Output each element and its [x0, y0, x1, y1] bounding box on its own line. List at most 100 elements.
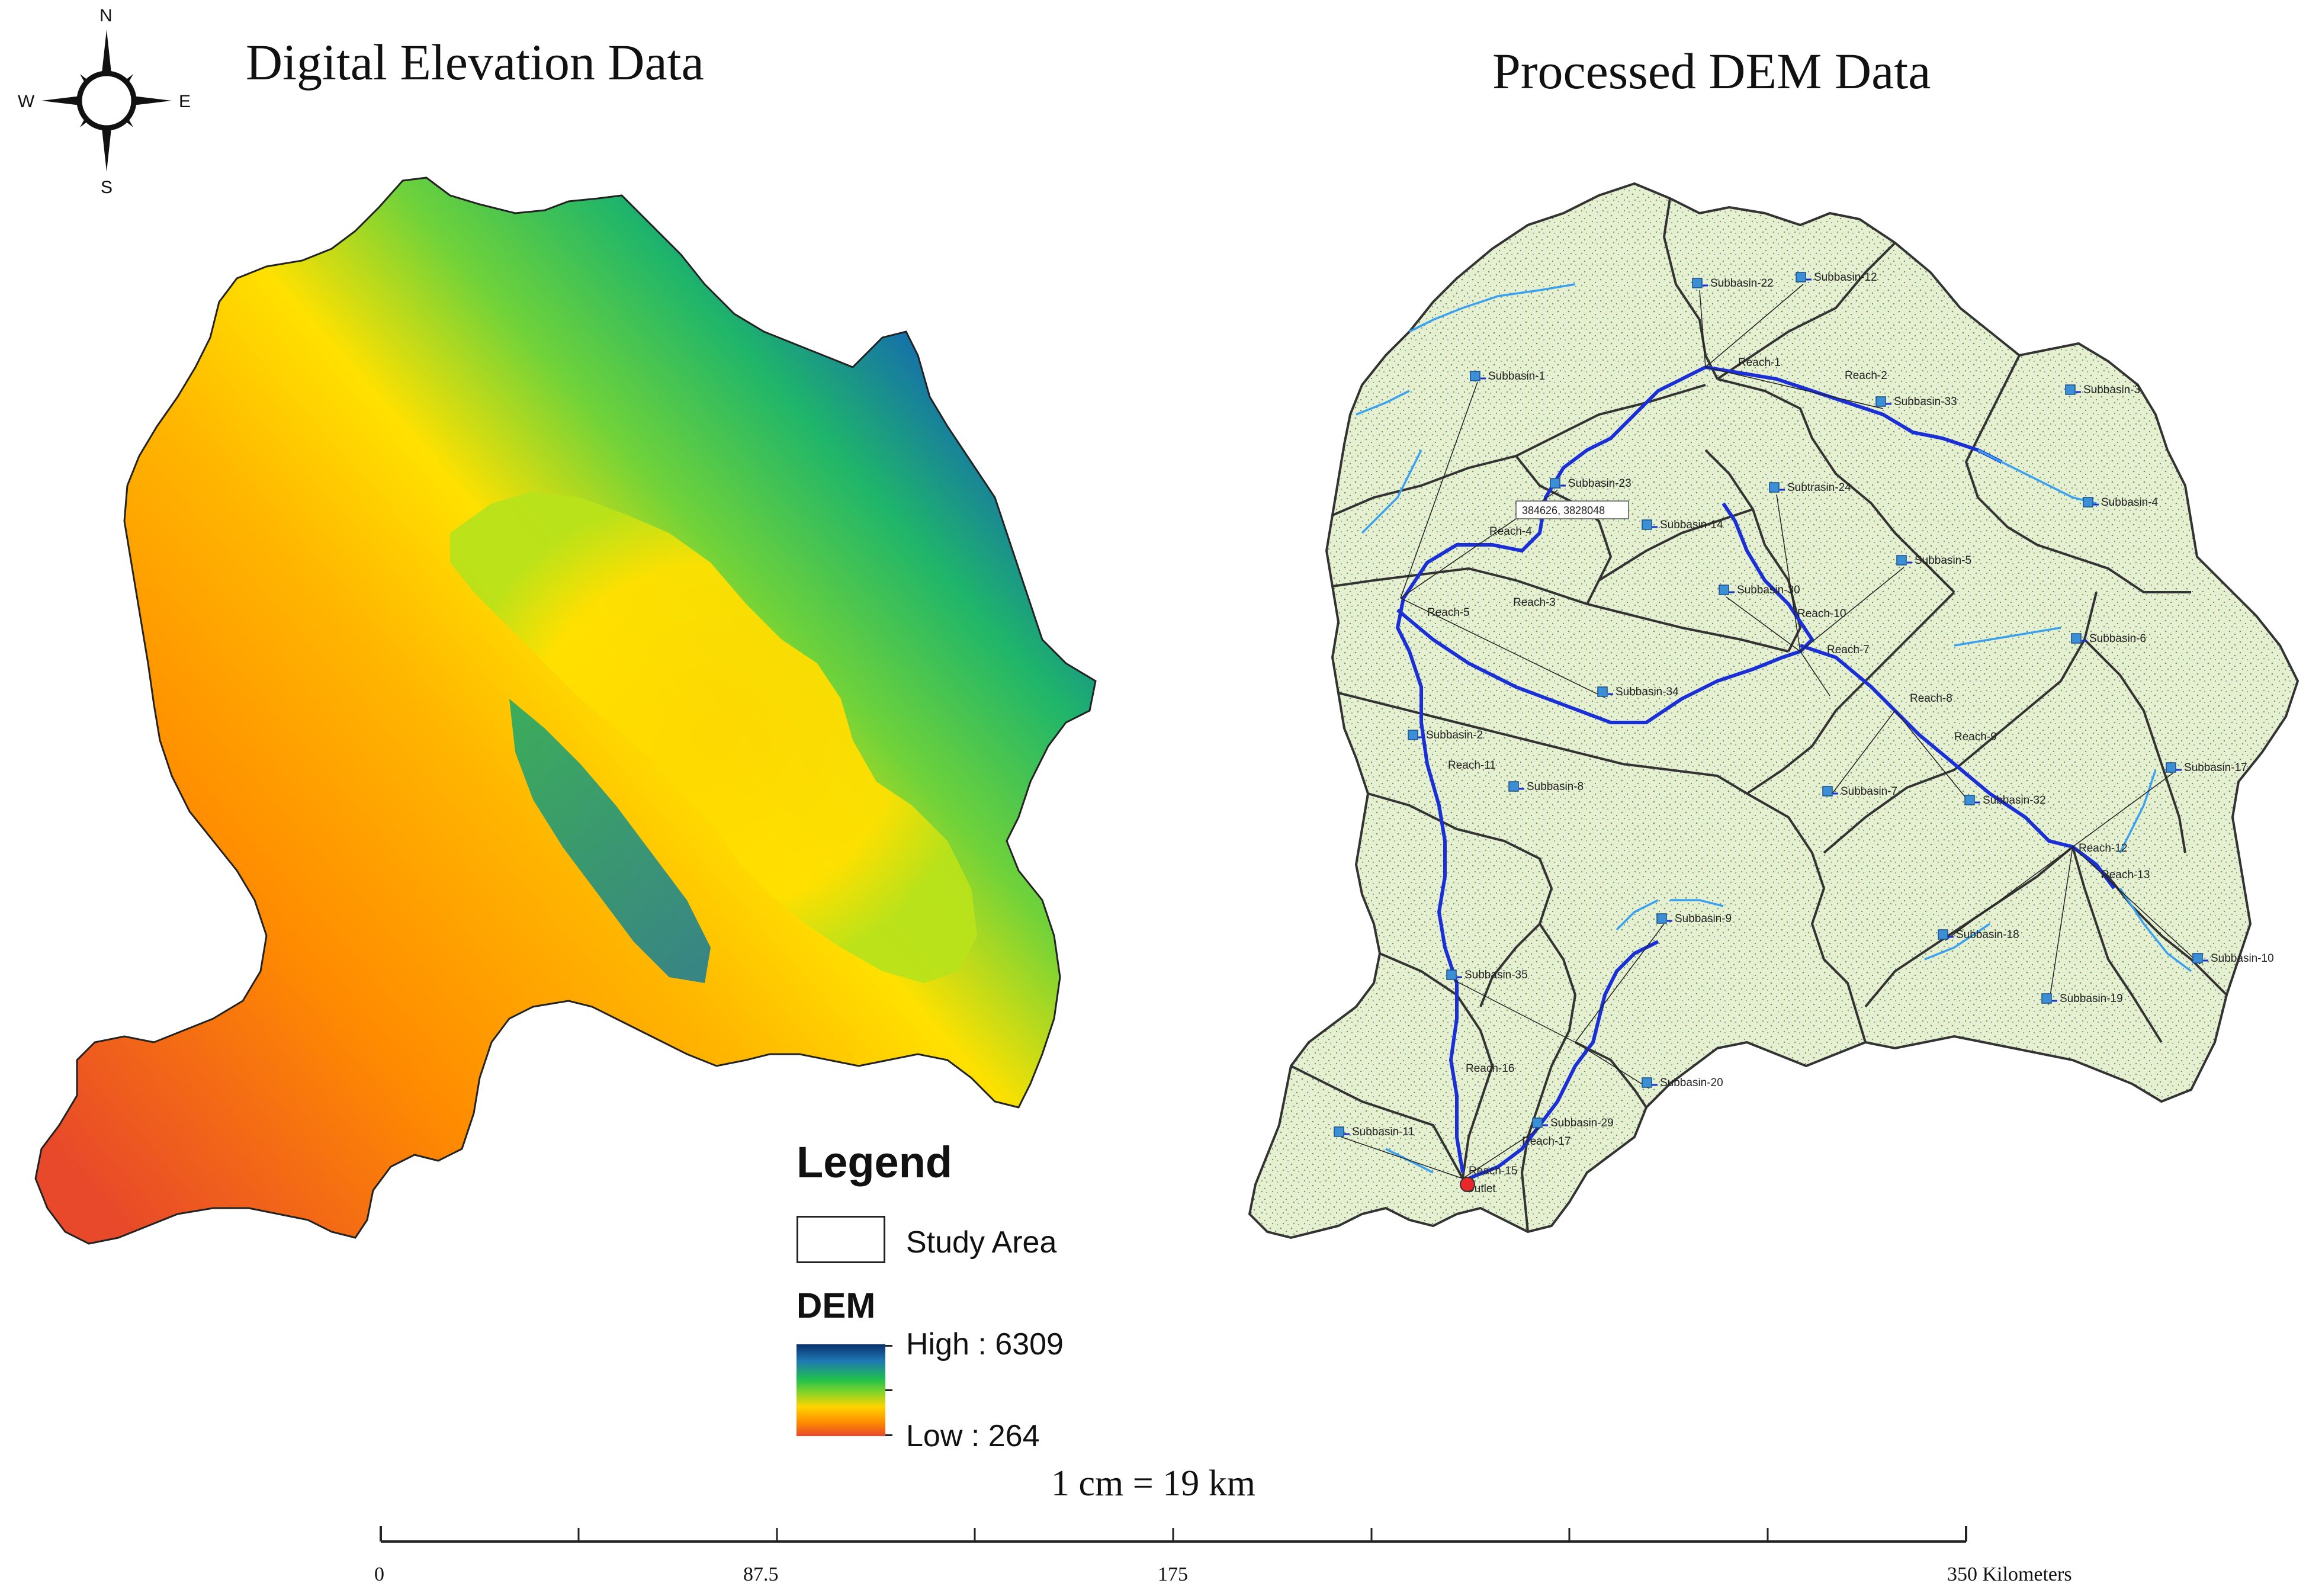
subbasin-marker: Subbasin-11: [1334, 1126, 1414, 1138]
reach-label: Reach-10: [1797, 608, 1846, 620]
reach-label: Reach-8: [1910, 692, 1952, 705]
subbasin-label: Subbasin-5: [1915, 554, 1971, 567]
reach-label: Reach-9: [1954, 731, 1997, 743]
subbasin-label: Subbasin-23: [1568, 477, 1631, 490]
subbasin-label: Subtrasin-24: [1787, 481, 1851, 494]
subbasin-marker: Subbasin-7: [1822, 785, 1897, 798]
subbasin-label: Subbasin-11: [1352, 1126, 1414, 1138]
reach-label: Reach-15: [1469, 1165, 1517, 1177]
subbasin-label: Subbasin-22: [1710, 277, 1774, 290]
subbasin-marker: Subbasin-4: [2083, 496, 2159, 509]
scale-ratio: 1 cm = 19 km: [1051, 1463, 1255, 1504]
subbasin-label: Subbasin-17: [2184, 762, 2247, 774]
subbasin-icon: [1822, 786, 1833, 797]
subbasin-icon: [1408, 730, 1418, 740]
subbasin-icon: [1896, 555, 1907, 566]
compass-west: W: [18, 92, 35, 111]
river-reach-middle: [1396, 502, 1814, 724]
reach-label: Reach-1: [1738, 357, 1781, 369]
subbasin-icon: [2041, 993, 2052, 1004]
reach-label: Reach-12: [2079, 842, 2127, 855]
right-map-title: Processed DEM Data: [1492, 43, 1931, 99]
scale-tick-175: 175: [1158, 1563, 1188, 1585]
ramp-tick-high: [885, 1345, 892, 1347]
subbasin-icon: [1334, 1126, 1344, 1137]
subbasin-icon: [2065, 384, 2076, 395]
scale-tick-87-5: 87.5: [743, 1563, 779, 1585]
dem-map: [34, 176, 1097, 1245]
subbasin-icon: [1470, 371, 1480, 381]
subbasin-icon: [2083, 497, 2093, 508]
subbasin-marker: Subbasin-34: [1597, 686, 1679, 698]
subbasin-icon: [1964, 795, 1975, 805]
subbasin-label: Subbasin-6: [2089, 632, 2146, 645]
subbasin-label: Subbasin-9: [1675, 913, 1732, 925]
subbasin-marker: Subbasin-29: [1532, 1117, 1614, 1129]
subbasin-label: Subbasin-14: [1660, 519, 1723, 531]
subbasin-icon: [1769, 482, 1780, 493]
subbasin-marker: Subbasin-8: [1508, 781, 1584, 793]
subbasin-icon: [2192, 953, 2203, 964]
subbasin-icon: [2071, 633, 2082, 644]
subbasin-marker: Subbasin-19: [2041, 993, 2123, 1005]
ramp-tick-mid: [885, 1389, 892, 1391]
subbasin-icon: [2166, 762, 2176, 773]
scale-tick-0: 0: [374, 1563, 384, 1585]
reach-label: Reach-7: [1827, 644, 1870, 656]
compass-icon: [41, 30, 172, 172]
compass-south: S: [101, 178, 113, 197]
reach-label: Reach-11: [1448, 759, 1496, 772]
subbasin-marker: Subbasin-17: [2166, 762, 2247, 774]
subbasin-label: Subbasin-34: [1616, 686, 1679, 698]
subbasin-marker: Subbasin-20: [1642, 1077, 1723, 1089]
main-river: [1395, 365, 1707, 1173]
subbasin-label: Subbasin-19: [2060, 993, 2123, 1005]
subbasin-label: Subbasin-18: [1956, 929, 2019, 941]
dem-study-area: [34, 176, 1097, 1245]
reach-label: Reach-2: [1845, 370, 1887, 382]
subbasin-marker: Subbasin-10: [2192, 952, 2274, 965]
processed-dem-map: Subbasin-22 Subbasin-12 Subbasin-1 Subbasin…: [1248, 182, 2299, 1239]
outlet-marker: [1460, 1177, 1475, 1192]
reach-label: Reach-16: [1466, 1062, 1514, 1075]
reach-label: Reach-5: [1427, 606, 1470, 619]
watershed-boundary: [1248, 182, 2299, 1239]
study-area-swatch: [796, 1216, 885, 1263]
dem-high-label: High : 6309: [906, 1327, 1064, 1361]
subbasin-marker: Subbasin-1: [1470, 370, 1545, 383]
reach-label: Reach-4: [1489, 525, 1532, 538]
dem-green-ridge: [509, 699, 711, 983]
connector-lines: [1341, 284, 2201, 1179]
subbasin-label: Subbasin-32: [1983, 794, 2046, 807]
dem-legend-title: DEM: [796, 1286, 876, 1325]
compass-north: N: [99, 6, 113, 25]
subbasin-label: Subbasin-1: [1488, 370, 1545, 383]
subbasin-icon: [1719, 585, 1729, 595]
reach-label: Reach-3: [1513, 596, 1556, 609]
dem-low-label: Low : 264: [906, 1419, 1040, 1453]
subbasin-marker: Subbasin-23: [1550, 477, 1631, 490]
tributaries: [1356, 283, 2192, 1174]
subbasin-marker: Subtrasin-24: [1769, 481, 1851, 494]
scale-tick-350: 350 Kilometers: [1947, 1563, 2072, 1585]
subbasin-icon: [1508, 781, 1519, 792]
subbasin-label: Subbasin-29: [1550, 1117, 1614, 1129]
subbasin-marker: Subbasin-12: [1796, 271, 1877, 284]
reach-label: Reach-17: [1522, 1135, 1570, 1148]
study-area-label: Study Area: [906, 1225, 1057, 1260]
left-map-title: Digital Elevation Data: [246, 34, 704, 91]
subbasin-marker: Subbasin-33: [1875, 396, 1957, 408]
coordinate-text: 384626, 3828048: [1522, 505, 1605, 516]
subbasin-label: Subbasin-35: [1464, 969, 1528, 981]
river-reach-east: [1800, 644, 2116, 889]
dem-plateau: [450, 492, 977, 983]
coordinate-box: 384626, 3828048: [1515, 500, 1629, 519]
subbasin-marker: Subbasin-5: [1896, 554, 1971, 567]
subbasin-label: Subbasin-12: [1814, 271, 1877, 284]
subbasin-marker: Subbasin-2: [1408, 729, 1483, 741]
subbasin-label: Subbasin-4: [2101, 496, 2159, 509]
reach-labels: Reach-1 Reach-2 Reach-4 Reach-5 Reach-3 Reach…: [1427, 357, 2150, 1195]
compass-rose: N S W E: [18, 6, 195, 197]
subbasin-icon: [1642, 1077, 1652, 1088]
